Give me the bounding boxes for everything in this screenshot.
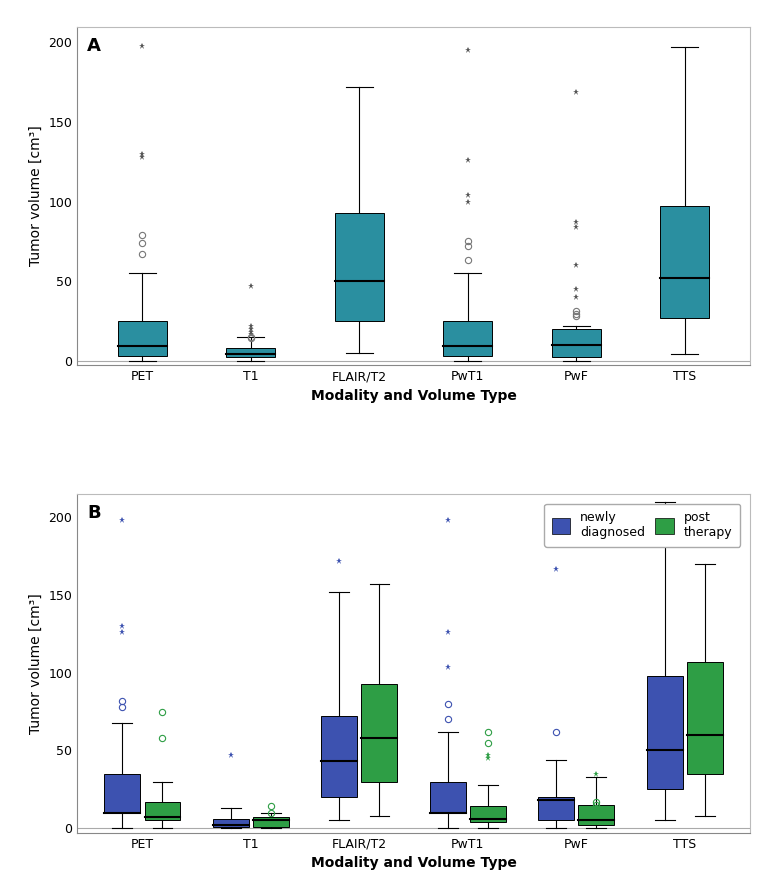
Bar: [538, 797, 574, 820]
Bar: [444, 321, 492, 356]
Bar: [322, 716, 357, 797]
Bar: [362, 684, 397, 781]
Bar: [687, 662, 723, 773]
Bar: [660, 206, 709, 318]
Text: B: B: [87, 504, 101, 522]
Bar: [253, 817, 289, 827]
Bar: [647, 676, 683, 789]
Bar: [578, 804, 615, 825]
X-axis label: Modality and Volume Type: Modality and Volume Type: [311, 856, 516, 870]
X-axis label: Modality and Volume Type: Modality and Volume Type: [311, 389, 516, 403]
Bar: [104, 773, 140, 812]
Bar: [430, 781, 465, 812]
Y-axis label: Tumor volume [cm³]: Tumor volume [cm³]: [29, 593, 43, 734]
Bar: [552, 329, 601, 357]
Legend: newly
diagnosed, post
therapy: newly diagnosed, post therapy: [544, 504, 741, 547]
Bar: [118, 321, 167, 356]
Bar: [226, 348, 275, 357]
Y-axis label: Tumor volume [cm³]: Tumor volume [cm³]: [29, 126, 43, 267]
Bar: [470, 806, 506, 822]
Bar: [145, 802, 180, 820]
Text: A: A: [87, 36, 101, 55]
Bar: [335, 213, 383, 321]
Bar: [213, 819, 249, 827]
